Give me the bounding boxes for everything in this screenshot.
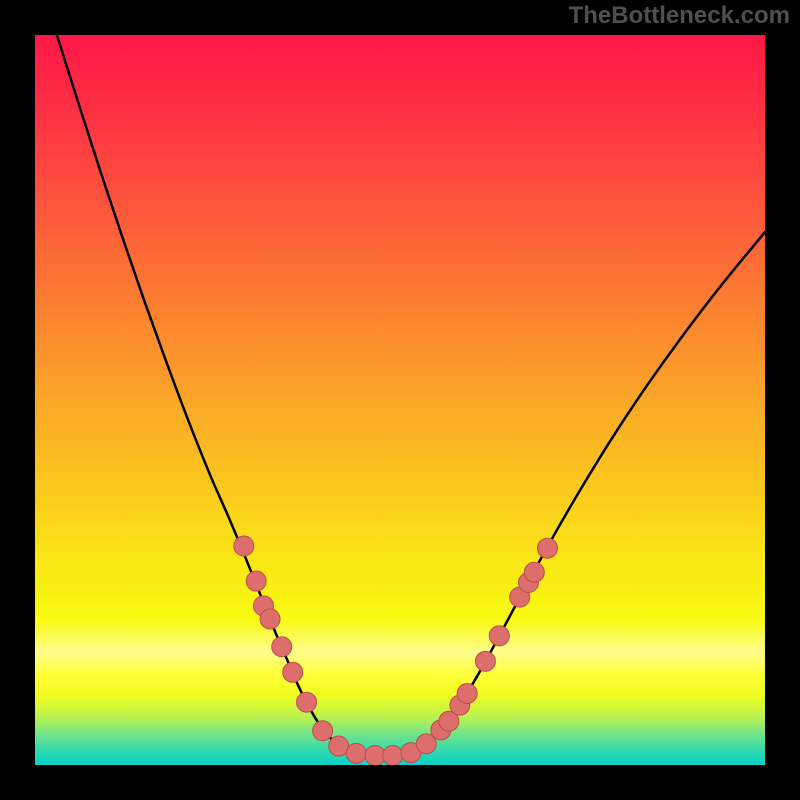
marker-point [383,746,403,766]
marker-point [246,571,266,591]
marker-point [283,662,303,682]
chart-svg [0,0,800,800]
marker-point [329,736,349,756]
marker-point [489,626,509,646]
marker-point [234,536,254,556]
marker-point [260,609,280,629]
marker-point [475,651,495,671]
marker-point [365,746,385,766]
marker-point [272,637,292,657]
marker-point [346,743,366,763]
chart-stage: TheBottleneck.com [0,0,800,800]
marker-point [297,692,317,712]
plot-background-gradient [35,35,765,765]
marker-point [537,538,557,558]
marker-point [457,683,477,703]
marker-point [313,721,333,741]
attribution-label: TheBottleneck.com [569,2,790,30]
marker-point [524,562,544,582]
